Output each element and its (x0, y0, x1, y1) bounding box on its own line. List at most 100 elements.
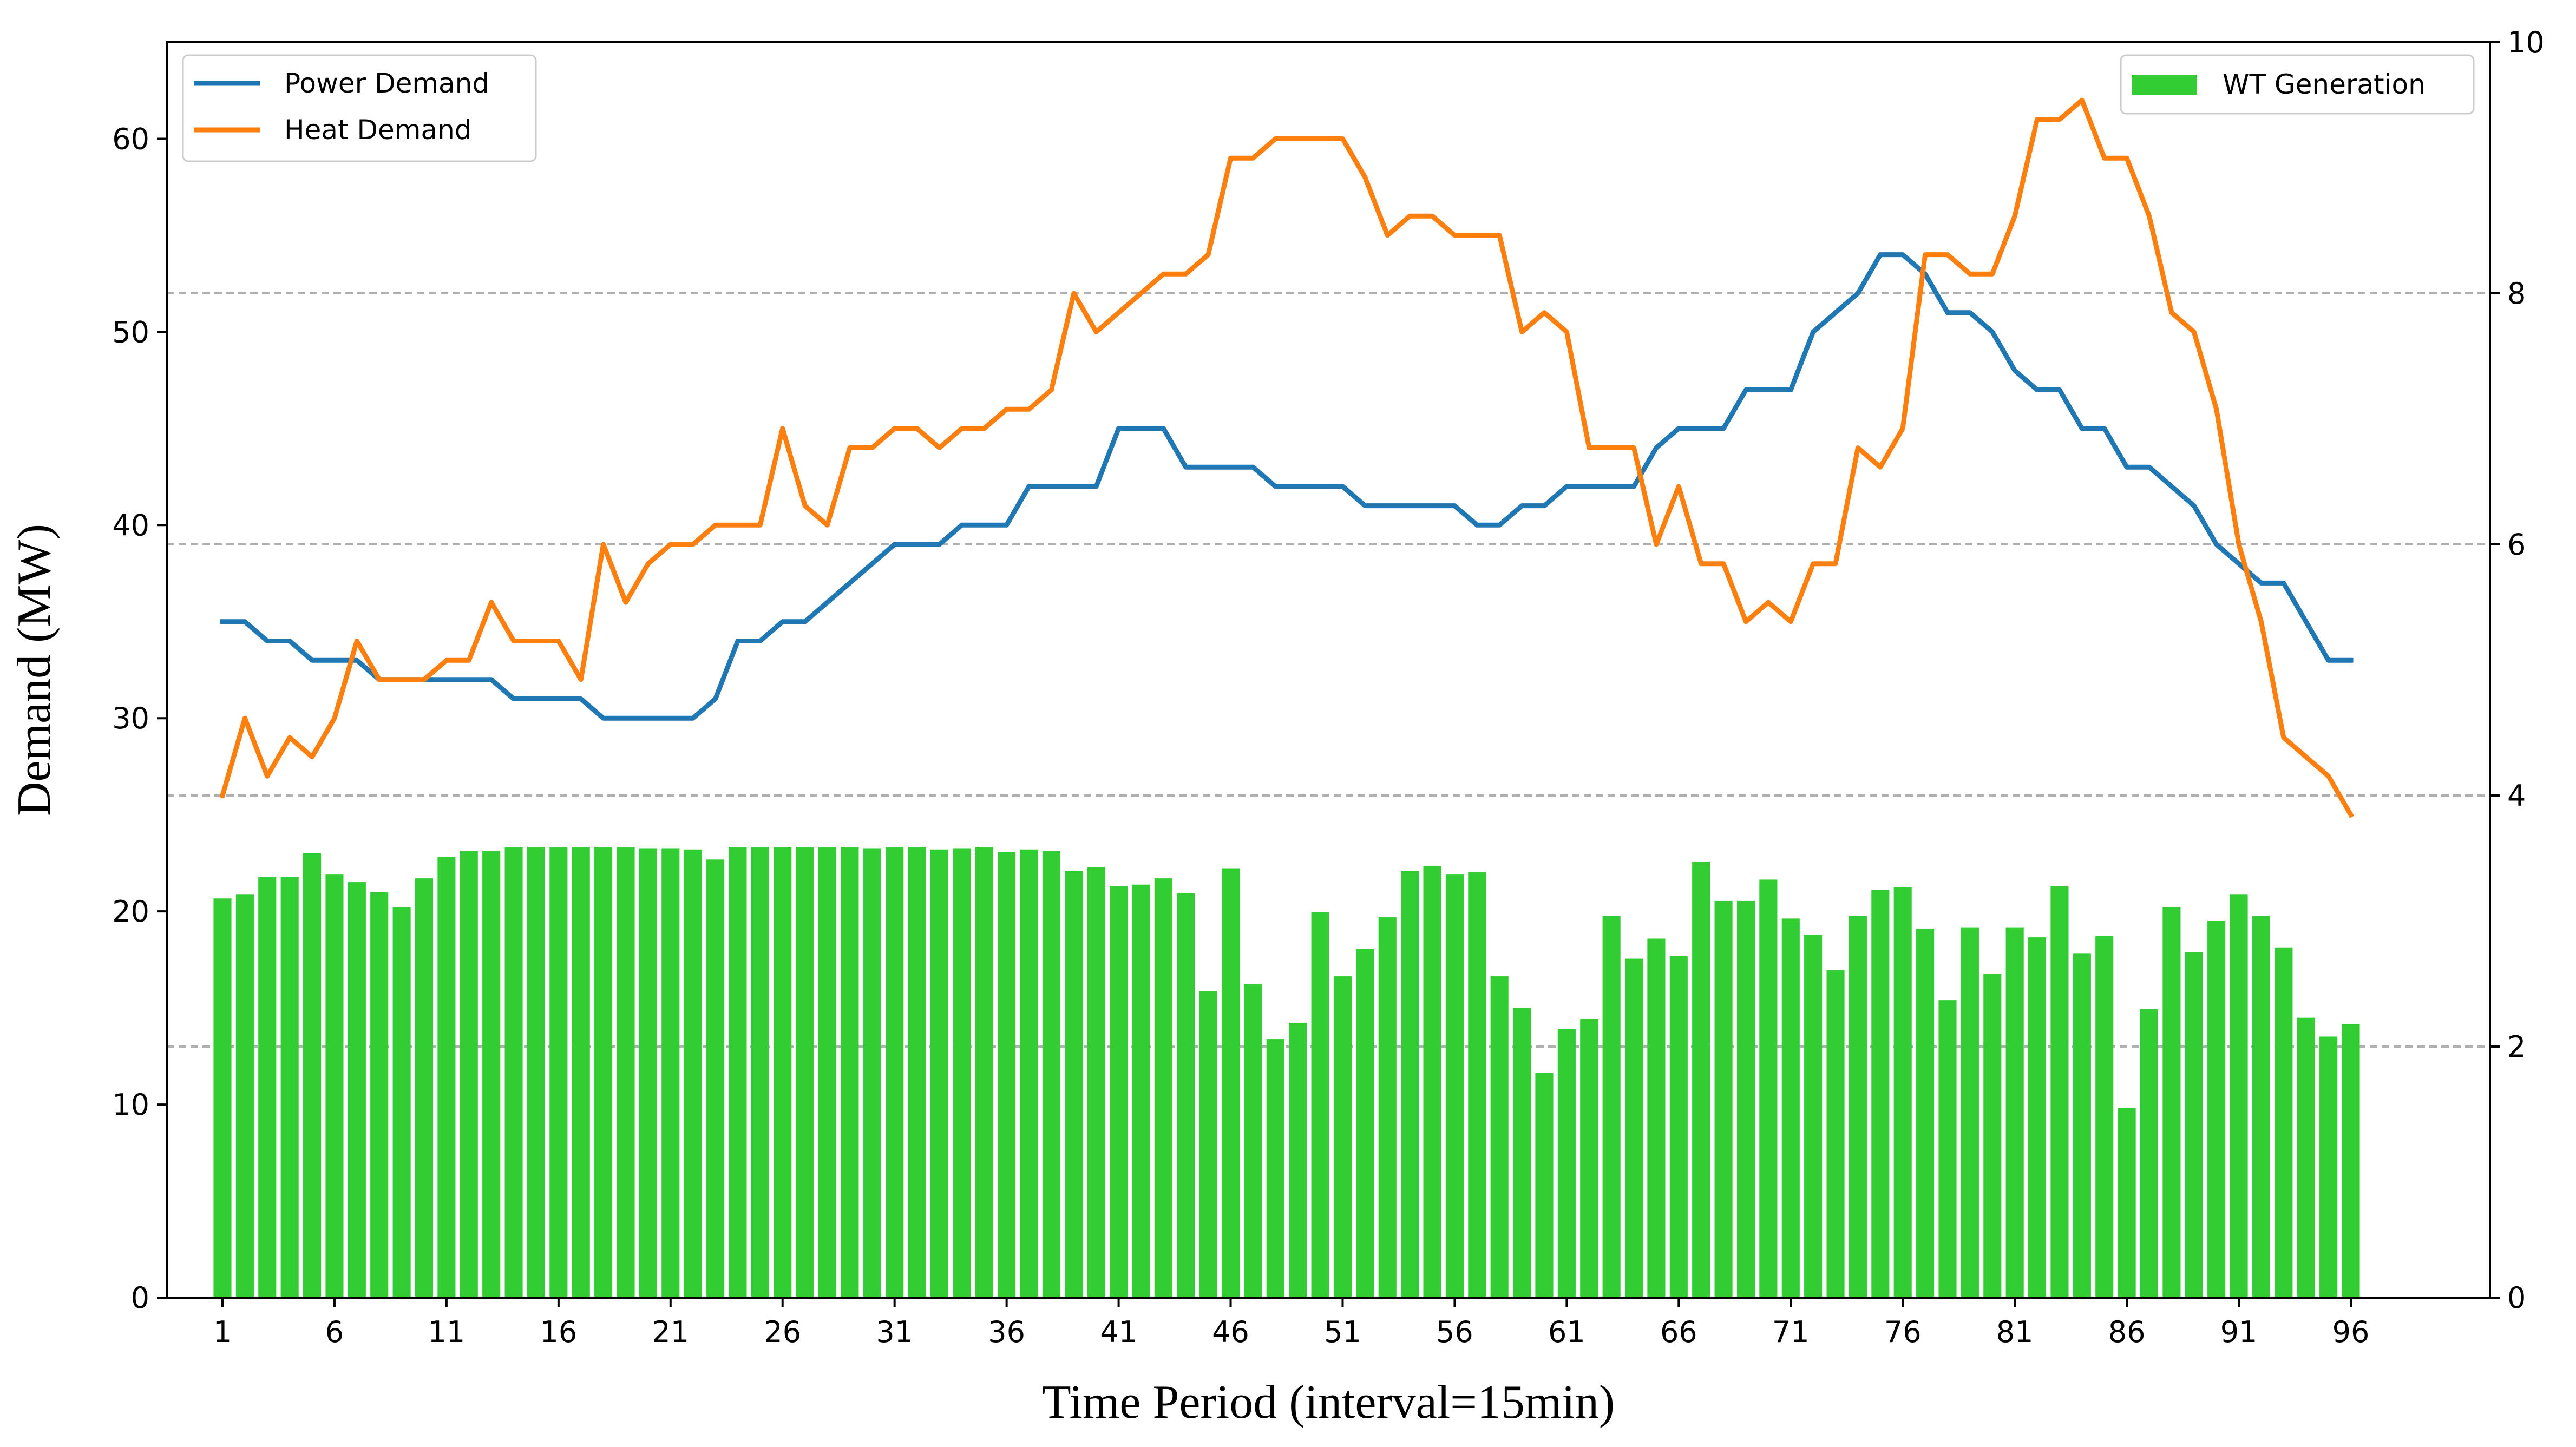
bar (1042, 851, 1060, 1298)
bar (504, 847, 523, 1298)
bar (1065, 871, 1083, 1298)
y-tick-label: 50 (112, 315, 149, 349)
y2-tick-label: 0 (2507, 1281, 2526, 1315)
bar (415, 878, 434, 1298)
y2-tick-label: 10 (2507, 25, 2545, 60)
bar (998, 852, 1016, 1298)
bar (841, 847, 859, 1298)
legend-generation: WT Generation (2120, 54, 2475, 115)
bar (2050, 886, 2069, 1298)
bar (1423, 865, 1441, 1298)
left-y-axis-ticks: 0 10 20 30 40 50 60 (112, 122, 167, 1315)
x-tick-label: 1 (213, 1315, 232, 1349)
x-tick-label: 76 (1884, 1315, 1922, 1349)
y-tick-label: 30 (112, 701, 149, 735)
bar (527, 847, 546, 1298)
bar (2252, 916, 2270, 1298)
legend-swatch (2132, 75, 2197, 95)
bar (437, 857, 456, 1298)
bar (2073, 953, 2091, 1298)
y2-tick-label: 4 (2507, 779, 2526, 813)
x-tick-label: 6 (325, 1315, 344, 1349)
bar (930, 849, 949, 1298)
y-tick-label: 60 (112, 122, 149, 156)
bar (1692, 861, 1710, 1298)
bar (2207, 921, 2226, 1298)
plot-frame (166, 41, 2491, 1299)
bar (975, 847, 993, 1298)
legend-box (182, 54, 537, 162)
bar (1154, 878, 1172, 1298)
bar (1669, 956, 1688, 1298)
legend-box (2120, 54, 2475, 115)
bar (617, 847, 635, 1298)
x-tick-label: 36 (988, 1315, 1025, 1349)
bar (1468, 872, 1486, 1298)
bar (706, 859, 725, 1298)
y-tick-label: 10 (112, 1088, 149, 1122)
bar (1378, 917, 1397, 1298)
x-tick-label: 71 (1772, 1315, 1810, 1349)
x-tick-label: 61 (1548, 1315, 1585, 1349)
y-tick-label: 0 (131, 1281, 149, 1315)
x-tick-label: 81 (1996, 1315, 2034, 1349)
x-tick-label: 21 (652, 1315, 689, 1349)
bar (325, 874, 344, 1298)
bar (953, 848, 971, 1298)
y2-tick-label: 8 (2507, 277, 2526, 311)
legend-label: Power Demand (284, 68, 489, 99)
y-axis-title: Demand (MW) (8, 524, 61, 816)
bar (863, 848, 881, 1298)
x-axis-ticks: 1 6 11 16 21 26 31 36 41 46 51 56 61 66 71 76 81 86 91 96 (213, 1298, 2370, 1349)
bar (2230, 894, 2248, 1298)
bar (1580, 1018, 1598, 1298)
bar (908, 847, 926, 1298)
bar (1938, 1000, 1957, 1298)
x-tick-label: 26 (764, 1315, 801, 1349)
bar (482, 851, 501, 1298)
bar (684, 849, 702, 1298)
x-tick-label: 91 (2220, 1315, 2258, 1349)
bar (303, 853, 322, 1298)
bar (1736, 900, 1755, 1298)
bar (1871, 890, 1890, 1298)
bar (1849, 916, 1867, 1298)
x-tick-label: 46 (1212, 1315, 1249, 1349)
bar (1781, 918, 1800, 1298)
bar (1445, 874, 1464, 1298)
bar (392, 907, 411, 1298)
bar (1513, 1008, 1531, 1298)
bar (1714, 900, 1733, 1298)
legend-label: WT Generation (2223, 69, 2426, 100)
bar (1020, 849, 1038, 1298)
x-tick-label: 96 (2332, 1315, 2370, 1349)
right-y-axis-ticks: 0 2 4 6 8 10 (2490, 25, 2545, 1315)
bar (258, 877, 277, 1298)
y-tick-label: 20 (112, 894, 149, 929)
y2-tick-label: 2 (2507, 1030, 2526, 1064)
bar (1490, 976, 1509, 1298)
x-axis-title: Time Period (interval=15min) (1042, 1376, 1615, 1429)
x-tick-label: 56 (1436, 1315, 1473, 1349)
bar (460, 851, 478, 1298)
bar (572, 847, 590, 1298)
legend-demand: Power Demand Heat Demand (182, 54, 537, 162)
bar (2140, 1009, 2159, 1298)
bar (1244, 984, 1262, 1298)
x-tick-label: 51 (1324, 1315, 1361, 1349)
bar (1289, 1022, 1307, 1298)
bar (1983, 974, 2002, 1298)
bar (1311, 912, 1329, 1298)
x-tick-label: 11 (428, 1315, 466, 1349)
bar (661, 848, 680, 1298)
bar (1110, 886, 1128, 1298)
series-line-power-demand (220, 252, 2354, 721)
y-tick-label: 40 (112, 508, 149, 542)
bar (1624, 958, 1643, 1298)
legend-label: Heat Demand (284, 114, 472, 146)
bar (1356, 949, 1374, 1298)
bar (796, 847, 814, 1298)
bar (751, 847, 769, 1298)
x-tick-label: 31 (876, 1315, 913, 1349)
